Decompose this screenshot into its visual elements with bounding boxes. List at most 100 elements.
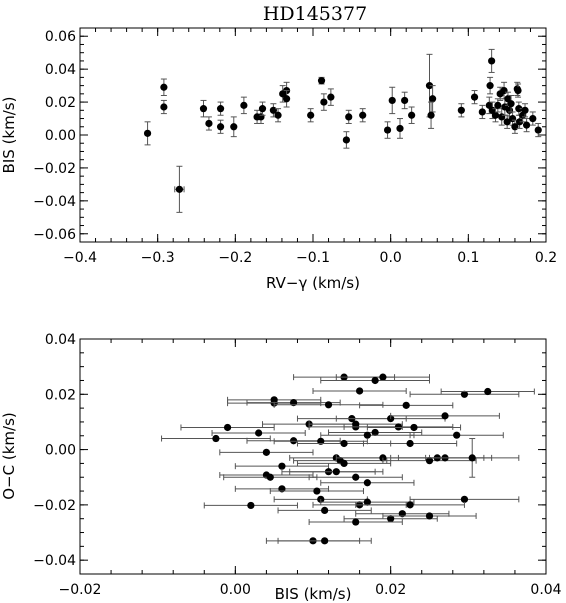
point-marker bbox=[352, 473, 360, 481]
point-marker bbox=[356, 387, 364, 395]
bottom-data-point bbox=[409, 431, 504, 439]
point-marker bbox=[486, 82, 494, 90]
point-marker bbox=[406, 501, 414, 509]
bottom-y-tick-label: −0.04 bbox=[33, 553, 76, 569]
bottom-data-point bbox=[223, 473, 318, 481]
point-marker bbox=[387, 515, 395, 523]
top-data-point bbox=[359, 108, 367, 123]
point-marker bbox=[332, 468, 340, 476]
point-marker bbox=[515, 105, 523, 113]
bottom-y-tick-label: 0.00 bbox=[45, 443, 76, 459]
bottom-data-point bbox=[359, 401, 454, 409]
point-marker bbox=[468, 454, 476, 462]
top-x-tick-label: −0.1 bbox=[296, 250, 330, 266]
bottom-data-point bbox=[328, 428, 423, 437]
point-marker bbox=[352, 518, 360, 526]
point-marker bbox=[410, 423, 418, 432]
top-data-point bbox=[160, 99, 168, 115]
bottom-y-tick-label: 0.02 bbox=[45, 387, 76, 403]
top-y-tick-label: −0.02 bbox=[33, 161, 76, 177]
point-marker bbox=[460, 390, 469, 398]
top-data-point bbox=[216, 119, 225, 134]
top-plot-frame bbox=[79, 27, 547, 243]
bottom-data-point bbox=[366, 423, 462, 432]
bottom-data-point bbox=[277, 506, 372, 515]
point-marker bbox=[240, 101, 248, 109]
point-marker bbox=[160, 103, 168, 111]
bottom-data-point bbox=[320, 498, 415, 506]
top-data-point bbox=[514, 83, 522, 98]
point-marker bbox=[494, 101, 502, 109]
top-x-tick-label: −0.4 bbox=[63, 250, 97, 266]
point-marker bbox=[521, 106, 529, 114]
bottom-data-point bbox=[343, 423, 454, 431]
point-marker bbox=[317, 77, 326, 85]
top-y-tick-label: 0.04 bbox=[45, 62, 76, 78]
top-panel: HD145377 −0.4 −0.3 −0.2 −0.1 0.0 0.1 0.2 −0.06 −… bbox=[0, 3, 557, 292]
top-data-point bbox=[317, 76, 326, 85]
top-data-point bbox=[500, 81, 508, 100]
point-marker bbox=[216, 105, 225, 113]
bottom-data-point bbox=[409, 390, 520, 398]
bottom-data-point bbox=[308, 473, 403, 481]
point-marker bbox=[441, 412, 449, 420]
point-marker bbox=[216, 123, 225, 131]
bottom-plot-frame bbox=[79, 338, 547, 575]
point-marker bbox=[363, 479, 371, 487]
bottom-data-point bbox=[382, 512, 477, 520]
point-marker bbox=[388, 96, 396, 105]
bottom-data-point bbox=[362, 439, 458, 448]
top-x-tick-label: −0.3 bbox=[141, 250, 175, 266]
top-x-axis-label: RV−γ (km/s) bbox=[266, 274, 360, 292]
point-marker bbox=[514, 86, 522, 95]
point-marker bbox=[425, 512, 434, 520]
bottom-data-point bbox=[180, 423, 275, 432]
bottom-data-point bbox=[335, 373, 430, 381]
point-marker bbox=[345, 113, 353, 121]
point-marker bbox=[401, 96, 409, 105]
bottom-data-point bbox=[219, 448, 314, 456]
point-marker bbox=[321, 537, 329, 545]
top-data-point bbox=[401, 91, 409, 110]
point-marker bbox=[453, 431, 461, 439]
point-marker bbox=[394, 423, 403, 431]
top-data-point bbox=[408, 106, 416, 124]
point-marker bbox=[307, 111, 315, 119]
bottom-x-tick-label: −0.02 bbox=[59, 582, 102, 598]
point-marker bbox=[503, 118, 511, 126]
bottom-data-point bbox=[343, 515, 438, 523]
top-x-tick-label: 0.2 bbox=[535, 250, 557, 266]
point-marker bbox=[406, 439, 414, 448]
top-data-point bbox=[491, 108, 500, 123]
top-data-point bbox=[199, 99, 208, 118]
point-marker bbox=[484, 387, 492, 396]
top-data-point bbox=[258, 101, 267, 116]
point-marker bbox=[205, 119, 213, 128]
point-marker bbox=[340, 439, 348, 448]
point-marker bbox=[266, 473, 274, 481]
top-data-point bbox=[240, 96, 248, 115]
point-marker bbox=[342, 136, 350, 144]
top-data-point bbox=[230, 116, 238, 138]
point-marker bbox=[457, 106, 465, 114]
bottom-data-point bbox=[425, 438, 520, 478]
bottom-y-axis-label: O−C (km/s) bbox=[0, 412, 18, 500]
bottom-data-point bbox=[312, 387, 407, 395]
top-data-point bbox=[327, 88, 335, 106]
bottom-data-point bbox=[308, 518, 403, 526]
point-marker bbox=[340, 459, 348, 468]
bottom-x-tick-label: 0.02 bbox=[375, 582, 406, 598]
point-marker bbox=[278, 462, 286, 470]
bottom-y-tick-label: 0.04 bbox=[45, 332, 76, 348]
bottom-x-tick-label: 0.00 bbox=[220, 582, 251, 598]
bottom-y-tick-label: −0.02 bbox=[33, 498, 76, 514]
bottom-data-point bbox=[390, 412, 500, 420]
point-marker bbox=[199, 105, 208, 113]
bottom-x-tick-label: 0.04 bbox=[530, 582, 561, 598]
top-data-point bbox=[470, 90, 479, 105]
top-data-point bbox=[274, 108, 282, 123]
top-y-tick-label: 0.06 bbox=[45, 29, 76, 45]
top-data-point bbox=[396, 118, 404, 139]
top-data-point bbox=[427, 101, 435, 129]
point-marker bbox=[396, 124, 404, 133]
